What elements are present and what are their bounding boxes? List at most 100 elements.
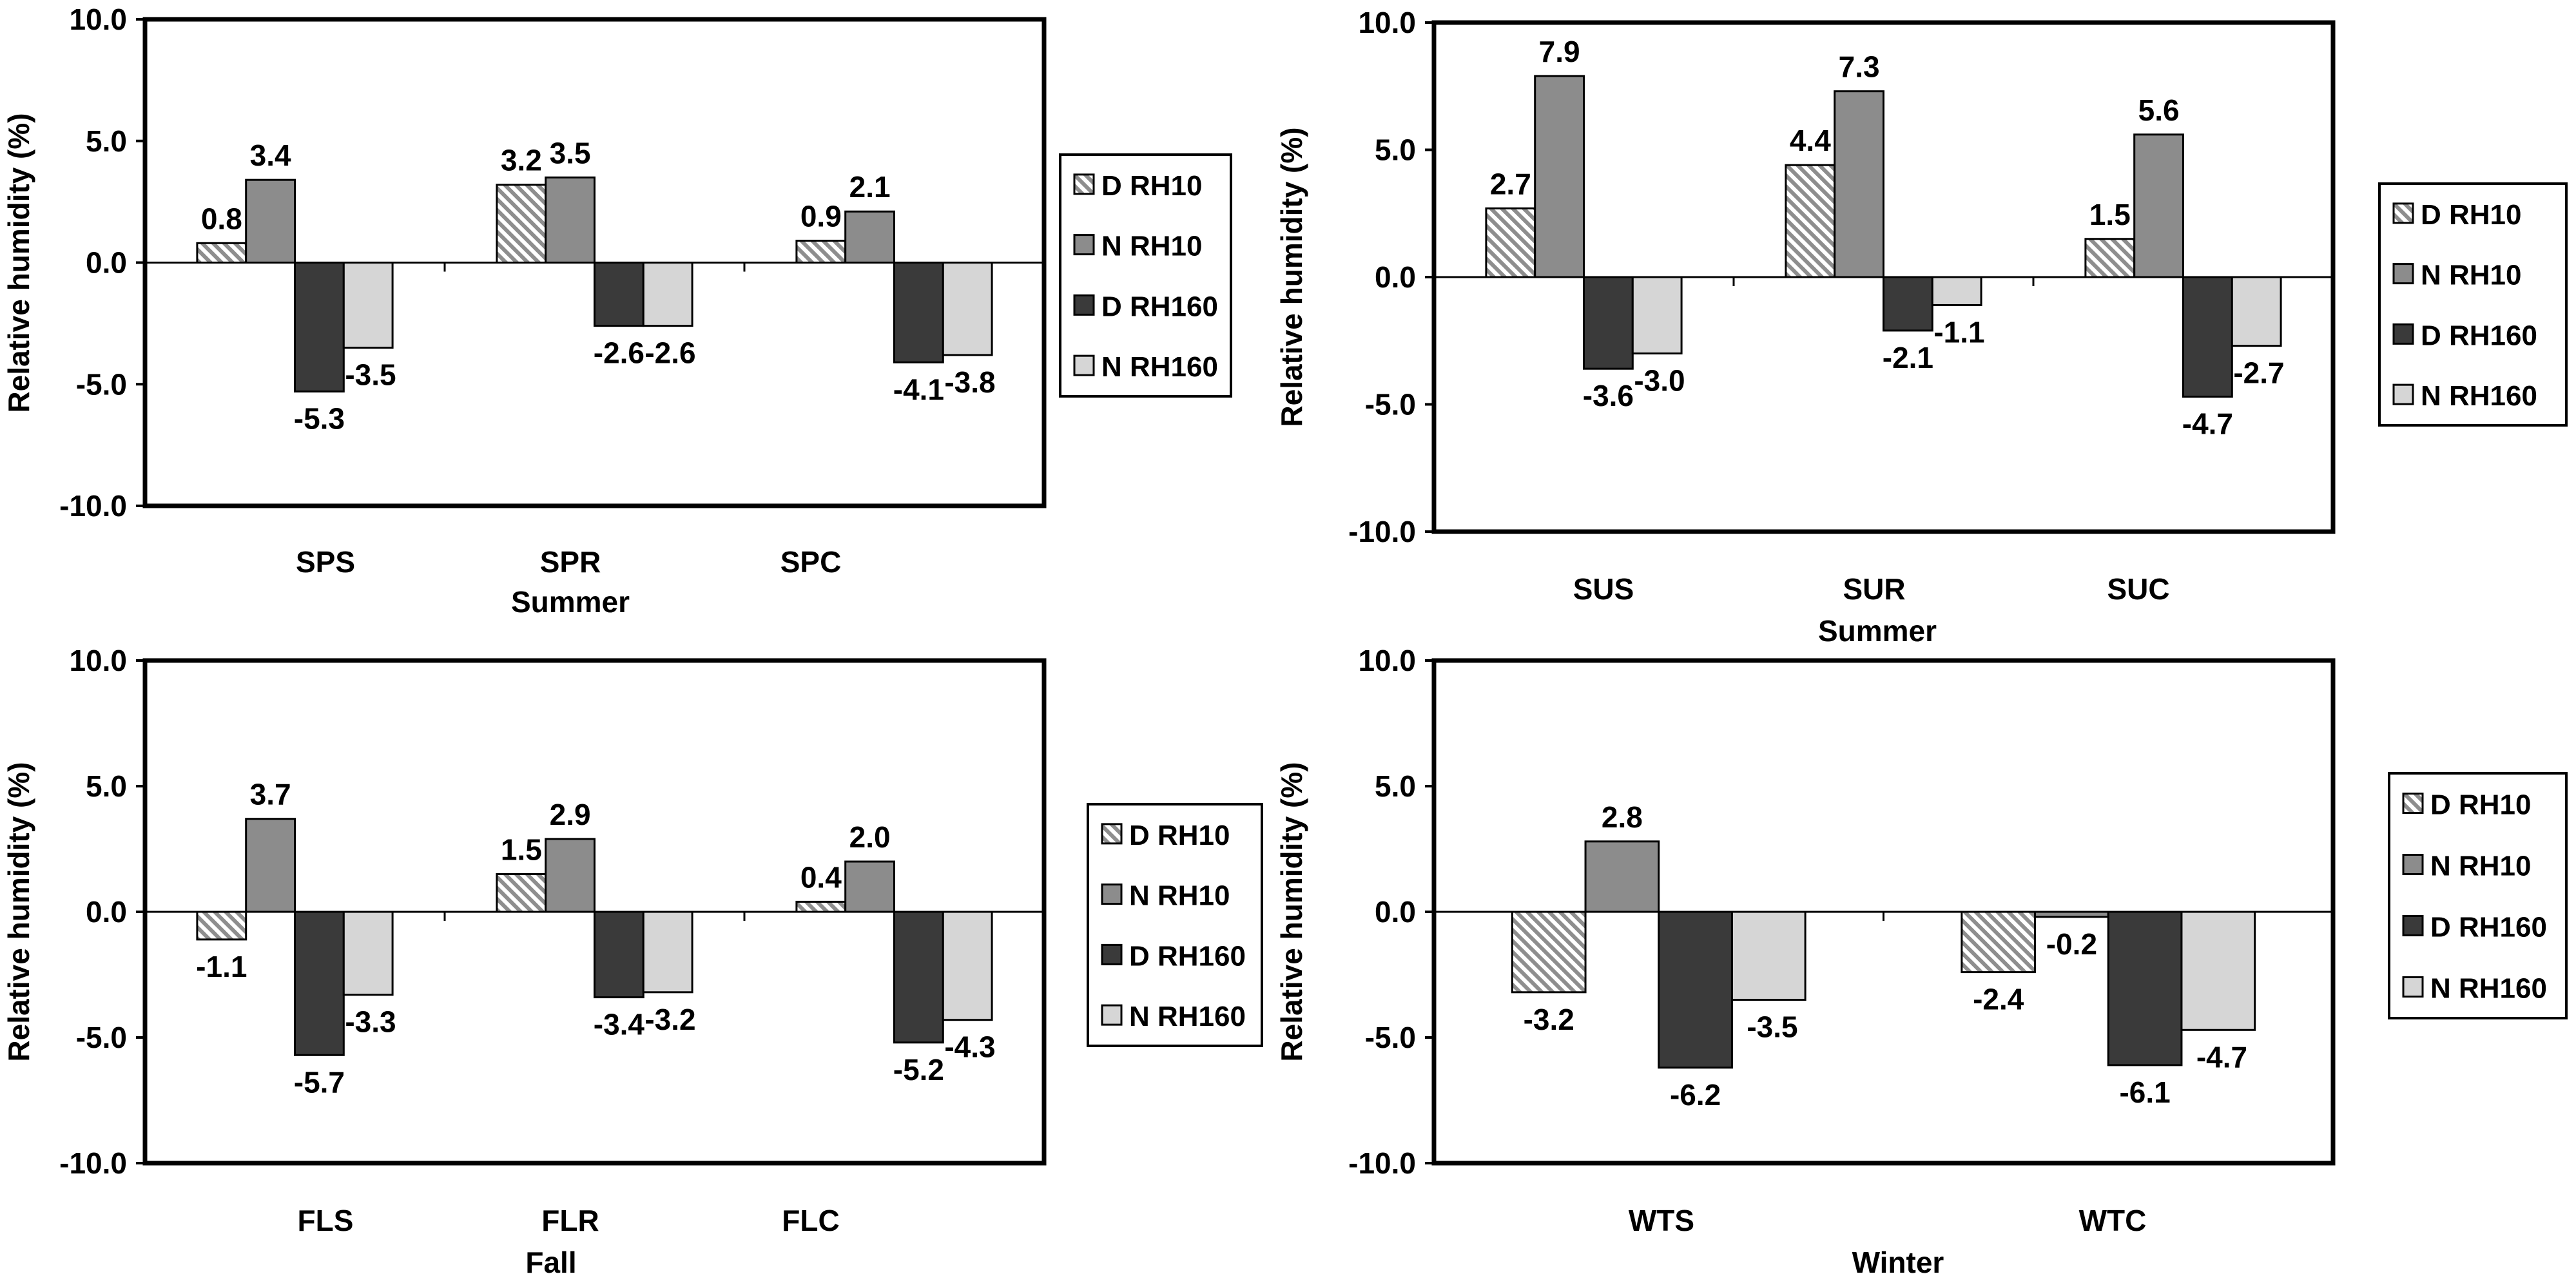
legend-entry: D RH160: [1101, 291, 1218, 322]
legend-swatch: [2392, 383, 2414, 405]
x-category-label: SUS: [1573, 572, 1634, 606]
x-axis-label: Summer: [511, 585, 630, 619]
data-label: 2.1: [849, 170, 891, 204]
y-tick-label: 0.0: [86, 246, 127, 280]
data-label: -3.5: [345, 358, 396, 392]
data-label: 3.7: [250, 778, 291, 811]
legend-swatch: [1101, 883, 1123, 905]
data-label: 3.5: [550, 136, 591, 169]
data-label: -6.1: [2119, 1076, 2170, 1109]
y-tick-label: 5.0: [86, 124, 127, 158]
legend-entry: D RH10: [1101, 170, 1203, 202]
bar-n-rh160-spc: [942, 262, 993, 356]
data-label: -3.2: [644, 1003, 695, 1036]
bar-d-rh10-wtc: [1961, 911, 2037, 974]
data-label: 4.4: [1790, 124, 1831, 157]
legend: D RH10 N RH10 D RH160 N RH160: [1087, 803, 1263, 1047]
x-category-label: WTS: [1629, 1204, 1694, 1237]
bar-d-rh10-flc: [795, 900, 847, 913]
y-tick-label: 5.0: [1375, 769, 1416, 803]
data-label: -5.7: [294, 1065, 345, 1099]
y-tick-label: -5.0: [1365, 388, 1416, 421]
data-label: -3.5: [1747, 1010, 1797, 1044]
bar-d-rh160-spc: [893, 262, 944, 363]
data-label: 0.8: [201, 202, 242, 235]
data-label: 1.5: [2089, 198, 2131, 231]
legend-swatch: [1073, 294, 1095, 316]
legend-swatch: [1073, 354, 1095, 376]
y-axis-label: Relative humidity (%): [2, 762, 35, 1061]
data-label: 2.8: [1602, 800, 1643, 834]
bar-n-rh160-sps: [342, 262, 394, 349]
data-label: 2.7: [1490, 167, 1531, 200]
bar-d-rh160-sps: [294, 262, 345, 393]
bar-d-rh160-flr: [594, 911, 644, 999]
data-label: -4.3: [944, 1030, 995, 1064]
data-label: 7.3: [1839, 50, 1880, 84]
legend-entry: D RH160: [2430, 912, 2547, 943]
y-tick-label: 5.0: [1375, 133, 1416, 167]
data-label: -2.4: [1973, 983, 2024, 1016]
y-tick-label: 10.0: [69, 644, 127, 677]
data-label: -3.8: [944, 365, 995, 399]
legend: D RH10 N RH10 D RH160 N RH160: [1059, 153, 1232, 398]
bar-n-rh10-flc: [844, 860, 895, 913]
bar-d-rh10-wts: [1511, 911, 1587, 994]
y-tick-label: -10.0: [1348, 1146, 1416, 1180]
x-category-label: FLR: [541, 1204, 599, 1237]
bar-d-rh10-sus: [1485, 207, 1536, 278]
bar-n-rh10-suc: [2133, 133, 2185, 278]
data-label: -3.2: [1524, 1003, 1574, 1036]
bar-n-rh10-fls: [245, 818, 296, 913]
bar-n-rh160-flc: [942, 911, 993, 1021]
legend-swatch: [2392, 202, 2414, 224]
bar-d-rh160-sus: [1583, 276, 1634, 370]
data-label: 7.9: [1539, 35, 1580, 68]
data-label: -4.7: [2182, 407, 2233, 441]
y-tick-label: 10.0: [1358, 6, 1416, 39]
y-tick-label: 0.0: [86, 895, 127, 929]
bar-d-rh160-fls: [294, 911, 345, 1056]
y-tick-label: -5.0: [76, 367, 127, 401]
legend-swatch: [1073, 234, 1095, 256]
data-label: -5.2: [893, 1053, 944, 1086]
bar-d-rh160-spr: [594, 262, 644, 327]
legend-entry: N RH10: [2421, 260, 2522, 291]
data-label: -2.1: [1883, 341, 1933, 374]
data-label: -3.3: [345, 1005, 396, 1039]
y-axis-label: Relative humidity (%): [1275, 762, 1308, 1061]
bar-n-rh160-spr: [642, 262, 693, 327]
legend-swatch: [2402, 976, 2424, 998]
legend-entry: D RH10: [1129, 820, 1230, 851]
y-tick-label: -5.0: [76, 1021, 127, 1054]
x-axis-label: Fall: [525, 1246, 576, 1279]
data-label: 3.4: [250, 139, 291, 172]
legend-swatch: [1101, 1004, 1123, 1026]
bar-d-rh10-fls: [196, 911, 247, 941]
data-label: 0.9: [800, 200, 842, 233]
legend-entry: D RH10: [2421, 199, 2522, 231]
bar-n-rh10-wtc: [2034, 911, 2109, 918]
y-tick-label: 10.0: [69, 3, 127, 36]
legend-swatch: [2402, 793, 2424, 814]
data-label: -4.7: [2196, 1040, 2247, 1074]
x-category-label: SUR: [1843, 572, 1905, 606]
bar-n-rh10-spc: [844, 210, 895, 264]
x-category-label: SPR: [540, 545, 601, 579]
bar-n-rh160-suc: [2231, 276, 2282, 347]
legend-entry: D RH160: [2421, 320, 2537, 351]
legend-entry: N RH10: [1129, 880, 1230, 912]
y-axis-label: Relative humidity (%): [2, 113, 35, 412]
y-tick-label: -10.0: [59, 489, 127, 523]
data-label: -1.1: [196, 950, 247, 983]
bar-d-rh10-suc: [2084, 238, 2136, 278]
bar-n-rh10-wts: [1584, 840, 1660, 913]
bar-d-rh160-sur: [1883, 276, 1933, 332]
legend-entry: N RH160: [2430, 973, 2547, 1005]
y-tick-label: 0.0: [1375, 260, 1416, 294]
data-label: -2.7: [2233, 356, 2284, 390]
data-label: -3.6: [1583, 379, 1634, 412]
legend: D RH10 N RH10 D RH160 N RH160: [2378, 182, 2568, 427]
x-category-label: SUC: [2107, 572, 2169, 606]
data-label: 2.9: [550, 798, 591, 831]
